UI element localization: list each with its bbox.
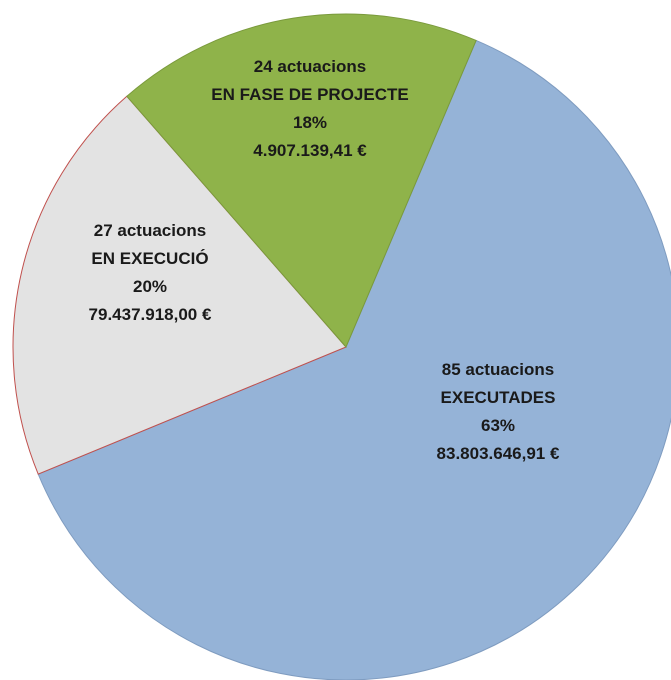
slice-status-label: EN EXECUCIÓ bbox=[91, 249, 208, 268]
pie-slice-en-execucio bbox=[12, 95, 347, 475]
slice-count-label: 85 actuacions bbox=[442, 360, 554, 379]
slice-label-executades: 85 actuacions EXECUTADES 63% 83.803.646,91 … bbox=[437, 360, 560, 463]
slice-count-label: 24 actuacions bbox=[254, 57, 366, 76]
slice-percent-label: 20% bbox=[133, 277, 167, 296]
slice-label-en-execucio: 27 actuacions EN EXECUCIÓ 20% 79.437.918,00… bbox=[89, 221, 212, 324]
pie-slice-executades bbox=[37, 39, 671, 680]
slice-amount-label: 4.907.139,41 € bbox=[253, 141, 367, 160]
slice-percent-label: 63% bbox=[481, 416, 515, 435]
slice-label-en-fase-de-projecte: 24 actuacions EN FASE DE PROJECTE 18% 4.907… bbox=[211, 57, 408, 160]
slice-count-label: 27 actuacions bbox=[94, 221, 206, 240]
slice-amount-label: 79.437.918,00 € bbox=[89, 305, 212, 324]
slice-percent-label: 18% bbox=[293, 113, 327, 132]
slice-status-label: EN FASE DE PROJECTE bbox=[211, 85, 408, 104]
slice-status-label: EXECUTADES bbox=[441, 388, 556, 407]
slice-amount-label: 83.803.646,91 € bbox=[437, 444, 560, 463]
pie-slice-en-fase-de-projecte bbox=[126, 13, 477, 348]
